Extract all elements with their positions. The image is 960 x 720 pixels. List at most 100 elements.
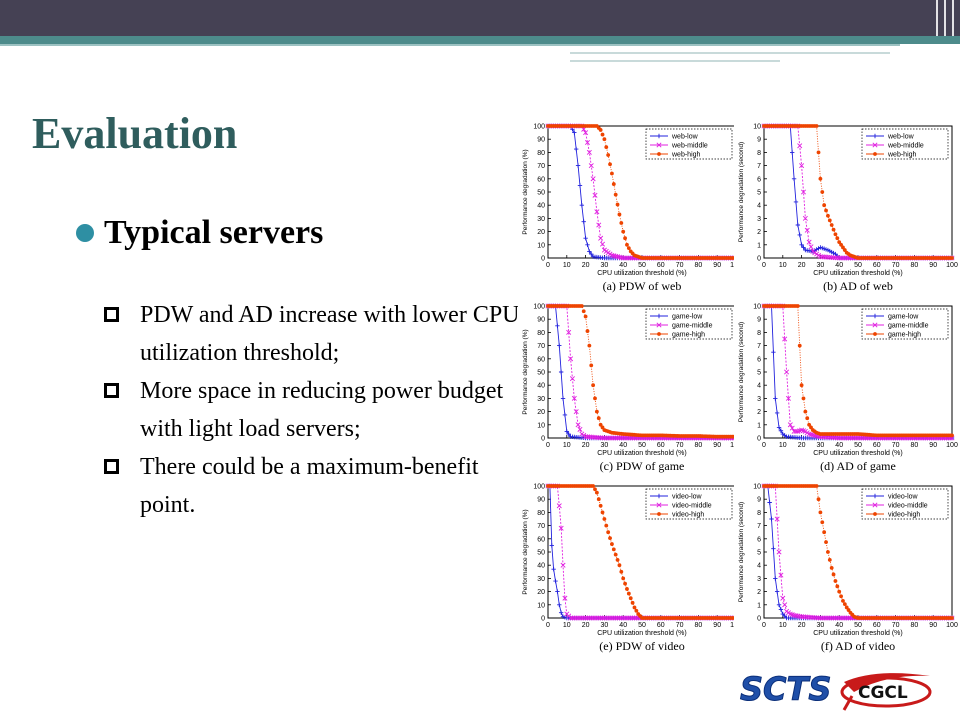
data-point: [872, 502, 878, 508]
data-point: [581, 615, 587, 621]
data-point: [790, 150, 795, 155]
data-point: [827, 615, 833, 621]
banner-edge-line: [944, 0, 946, 36]
data-point: [791, 428, 797, 434]
data-point: [560, 396, 566, 401]
y-tick-label: 90: [537, 317, 545, 324]
series-web-high: [546, 124, 738, 260]
cgcl-logo: CGCL: [858, 683, 908, 703]
data-point: [774, 410, 780, 416]
chart-pdw-video: 0 10 20 30 40 50 60 70 80 90 100 0 10 20 30 40 50 60 70 80 9…: [522, 483, 742, 653]
bullet-dot-icon: [76, 224, 94, 242]
data-point: [617, 563, 622, 568]
y-tick-label: 80: [537, 150, 545, 157]
data-point: [872, 322, 878, 328]
data-point: [769, 516, 774, 522]
data-point: [839, 242, 843, 247]
data-point: [605, 615, 611, 621]
x-tick-label: 70: [676, 262, 684, 269]
series-video-high: [546, 484, 738, 620]
data-point: [873, 152, 877, 156]
data-point: [849, 435, 855, 441]
data-point: [593, 487, 597, 492]
data-point: [560, 562, 566, 568]
data-point: [577, 426, 583, 432]
data-point: [767, 500, 772, 505]
y-tick-label: 1: [757, 602, 761, 609]
data-point: [795, 613, 801, 619]
legend-label: game-middle: [672, 323, 713, 330]
data-point: [844, 255, 850, 261]
data-point: [586, 149, 592, 155]
data-point: [605, 435, 611, 441]
data-point: [791, 176, 797, 181]
data-point: [774, 589, 780, 594]
x-axis-label: CPU utilization threshold (%): [597, 270, 686, 277]
x-tick-label: 30: [817, 442, 825, 449]
data-point: [836, 435, 842, 441]
data-point: [626, 246, 631, 251]
x-axis-label: CPU utilization threshold (%): [813, 270, 902, 277]
chart-panel-ad-game: 0 10 20 30 40 50 60 70 80 90 100 0 1 2 3 4 5 6 7 8 9 10 CPU ut…: [734, 298, 958, 478]
y-axis-label: Performance degradation (second): [738, 142, 745, 242]
cgcl-logo-swoosh: [844, 673, 930, 692]
x-tick-label: 80: [695, 622, 703, 629]
y-tick-label: 1: [757, 422, 761, 429]
data-point: [834, 435, 840, 441]
x-tick-label: 80: [695, 262, 703, 269]
data-point: [621, 229, 626, 234]
data-point: [598, 422, 603, 427]
data-point: [562, 595, 568, 601]
x-tick-label: 30: [817, 262, 825, 269]
x-axis-label: CPU utilization threshold (%): [597, 450, 686, 457]
data-point: [568, 356, 574, 362]
data-point: [628, 255, 634, 261]
data-point: [604, 523, 609, 528]
data-point: [618, 435, 624, 441]
data-point: [776, 549, 782, 555]
data-point: [600, 132, 605, 137]
y-tick-label: 60: [537, 356, 545, 363]
accent-line: [570, 60, 780, 62]
data-point: [622, 435, 628, 441]
data-point: [616, 615, 622, 621]
data-point: [584, 615, 590, 621]
x-tick-label: 0: [762, 262, 766, 269]
y-tick-label: 8: [757, 330, 761, 337]
y-tick-label: 50: [537, 370, 545, 377]
data-point: [625, 587, 629, 591]
data-point: [771, 546, 776, 551]
y-tick-label: 4: [757, 563, 761, 570]
y-tick-label: 6: [757, 356, 761, 363]
logo-area: SCTS CGCL: [736, 662, 936, 714]
data-point: [836, 255, 842, 261]
data-point: [606, 153, 611, 157]
x-tick-label: 60: [657, 622, 665, 629]
data-point: [620, 255, 626, 261]
data-point: [799, 242, 804, 247]
data-point: [787, 422, 793, 428]
y-tick-label: 10: [537, 422, 545, 429]
x-tick-label: 70: [676, 442, 684, 449]
x-tick-label: 50: [854, 262, 862, 269]
chart-caption: (d) AD of game: [820, 459, 896, 473]
data-point: [825, 615, 831, 621]
legend-label: web-low: [887, 134, 915, 141]
data-point: [601, 615, 607, 621]
data-point: [816, 497, 821, 502]
data-point: [842, 602, 847, 607]
data-point: [600, 510, 605, 515]
chart-pdw-game: 0 10 20 30 40 50 60 70 80 90 100 0 10 20 30 40 50 60 70 80 9…: [522, 303, 742, 473]
cgcl-logo-tail: [842, 695, 854, 711]
x-tick-label: 40: [835, 622, 843, 629]
data-point: [615, 435, 621, 441]
data-point: [630, 615, 636, 621]
data-point: [656, 502, 662, 508]
data-point: [575, 163, 581, 168]
legend-label: video-middle: [888, 503, 928, 510]
y-tick-label: 7: [757, 523, 761, 530]
data-point: [558, 525, 564, 531]
data-point: [607, 615, 613, 621]
data-point: [807, 422, 812, 427]
x-tick-label: 80: [695, 442, 703, 449]
